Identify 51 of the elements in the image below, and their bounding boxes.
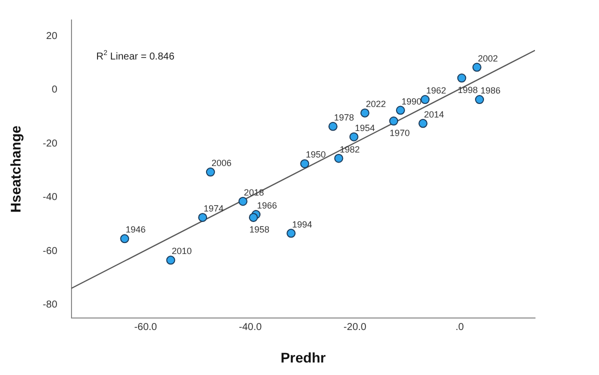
point — [360, 108, 370, 118]
point — [248, 212, 258, 222]
point — [418, 118, 428, 128]
annotation: 1958 — [249, 224, 270, 234]
x-tick-label: -60.0 — [134, 322, 158, 333]
x-tick-label: -20.0 — [344, 322, 367, 333]
x-tick-label: -40.0 — [238, 322, 262, 333]
point — [198, 212, 208, 222]
annotation: 1994 — [292, 219, 312, 230]
annotation: 2014 — [424, 109, 444, 120]
annotation: 1982 — [340, 144, 360, 154]
y-tick-label: -20 — [42, 138, 58, 150]
point — [396, 106, 405, 115]
annotation: 1946 — [126, 224, 146, 235]
point — [389, 116, 398, 126]
annotation: 2022 — [366, 98, 386, 109]
annotation: 1962 — [426, 86, 446, 96]
y-tick-label: 0 — [52, 84, 58, 96]
annotation: 1974 — [204, 203, 224, 214]
annotation: 2002 — [478, 53, 498, 64]
point — [300, 159, 310, 168]
point — [206, 168, 215, 177]
y-tick-label: -80 — [42, 300, 58, 311]
annotation: 1970 — [390, 128, 410, 138]
annotation: 1986 — [480, 86, 501, 96]
annotation: 1950 — [306, 150, 326, 160]
annotation: 1954 — [354, 122, 375, 133]
point — [120, 234, 130, 244]
annotation: 1990 — [401, 96, 422, 106]
x-axis-title: Predhr — [280, 349, 326, 366]
point — [349, 132, 358, 142]
point — [472, 62, 482, 72]
annotation: 1966 — [257, 200, 278, 210]
annotation: 2006 — [211, 158, 232, 168]
point — [420, 95, 430, 104]
annotation: R$^{2}$ Linear = 0.846 — [96, 50, 174, 62]
y-tick-label: -60 — [42, 246, 58, 257]
annotation: 1978 — [334, 112, 354, 122]
point — [334, 154, 344, 163]
y-tick-label: -40 — [42, 192, 58, 204]
point — [166, 256, 176, 265]
annotation: 1998 — [458, 85, 478, 96]
point — [286, 228, 296, 238]
annotation: 2010 — [172, 246, 192, 256]
y-axis-title: Hseatchange — [7, 125, 24, 213]
x-tick-label: .0 — [455, 322, 464, 333]
y-tick-label: 20 — [46, 30, 58, 42]
point — [457, 74, 466, 83]
point — [238, 196, 248, 206]
point — [328, 122, 338, 131]
point — [475, 95, 484, 104]
